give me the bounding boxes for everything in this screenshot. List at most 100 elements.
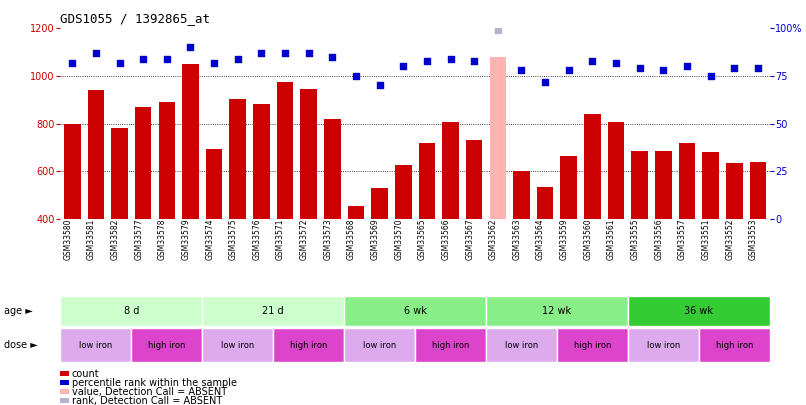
Bar (726, 163, 742, 219)
Bar (679, 143, 696, 219)
Text: 6 wk: 6 wk (404, 306, 426, 316)
Text: GSM33551: GSM33551 (702, 219, 711, 260)
Text: GSM33560: GSM33560 (584, 219, 592, 260)
Text: GSM33570: GSM33570 (394, 219, 403, 260)
Bar (750, 162, 767, 219)
Point (657, 67, 670, 73)
Point (137, 55, 150, 62)
Point (421, 58, 434, 64)
Bar (631, 151, 648, 219)
Text: GSM33566: GSM33566 (442, 219, 451, 260)
Text: GSM33581: GSM33581 (87, 219, 96, 260)
Bar (60, 328, 131, 362)
Point (728, 65, 741, 72)
Bar (135, 107, 152, 219)
Point (444, 55, 457, 62)
Point (563, 67, 575, 73)
Text: GSM33557: GSM33557 (678, 219, 687, 260)
Point (279, 50, 292, 56)
Text: GSM33573: GSM33573 (323, 219, 332, 260)
Point (538, 79, 551, 85)
Bar (699, 328, 770, 362)
Point (634, 65, 646, 72)
Point (586, 58, 599, 64)
Point (66, 60, 79, 66)
Text: GSM33556: GSM33556 (654, 219, 663, 260)
Text: percentile rank within the sample: percentile rank within the sample (72, 378, 237, 388)
Point (208, 60, 221, 66)
Bar (253, 104, 270, 219)
Bar (418, 143, 435, 219)
Bar (64, 124, 81, 219)
Text: GSM33579: GSM33579 (181, 219, 190, 260)
Bar (608, 122, 625, 219)
Text: dose ►: dose ► (4, 340, 38, 350)
Point (302, 50, 315, 56)
Bar (702, 152, 719, 219)
Bar (301, 89, 317, 219)
Point (467, 58, 480, 64)
Point (492, 27, 505, 34)
Text: GSM33553: GSM33553 (749, 219, 758, 260)
Text: GSM33569: GSM33569 (371, 219, 380, 260)
Text: 36 wk: 36 wk (684, 306, 713, 316)
Bar (395, 165, 412, 219)
Text: GSM33561: GSM33561 (607, 219, 616, 260)
Text: GSM33563: GSM33563 (513, 219, 521, 260)
Text: GSM33568: GSM33568 (347, 219, 356, 260)
Text: 12 wk: 12 wk (542, 306, 571, 316)
Point (515, 67, 528, 73)
Text: 8 d: 8 d (123, 306, 139, 316)
Text: GSM33571: GSM33571 (276, 219, 285, 260)
Text: GDS1055 / 1392865_at: GDS1055 / 1392865_at (60, 12, 210, 25)
Text: GSM33565: GSM33565 (418, 219, 427, 260)
Bar (486, 328, 557, 362)
Bar (655, 151, 671, 219)
Point (326, 53, 339, 60)
Bar (372, 188, 388, 219)
Text: value, Detection Call = ABSENT: value, Detection Call = ABSENT (72, 387, 226, 396)
Text: count: count (72, 369, 99, 379)
Text: rank, Detection Call = ABSENT: rank, Detection Call = ABSENT (72, 396, 222, 405)
Bar (628, 328, 699, 362)
Bar (537, 187, 554, 219)
Text: GSM33582: GSM33582 (110, 219, 119, 260)
Point (89, 50, 102, 56)
Text: high iron: high iron (716, 341, 753, 350)
Text: age ►: age ► (4, 306, 33, 316)
Bar (513, 171, 530, 219)
Point (160, 55, 173, 62)
Bar (206, 149, 222, 219)
Bar (628, 296, 770, 326)
Text: GSM33575: GSM33575 (229, 219, 238, 260)
Bar (276, 82, 293, 219)
Bar (560, 156, 577, 219)
Bar (442, 122, 459, 219)
Text: GSM33559: GSM33559 (560, 219, 569, 260)
Bar (415, 328, 486, 362)
Bar (202, 328, 273, 362)
Bar (202, 296, 344, 326)
Text: GSM33577: GSM33577 (135, 219, 143, 260)
Bar (344, 296, 486, 326)
Bar (557, 328, 628, 362)
Text: GSM33555: GSM33555 (631, 219, 640, 260)
Bar (131, 328, 202, 362)
Text: GSM33564: GSM33564 (536, 219, 545, 260)
Bar (347, 206, 364, 219)
Point (231, 55, 244, 62)
Point (680, 63, 693, 70)
Text: low iron: low iron (79, 341, 113, 350)
Point (255, 50, 268, 56)
Point (350, 73, 363, 79)
Text: 21 d: 21 d (263, 306, 284, 316)
Text: low iron: low iron (363, 341, 397, 350)
Text: GSM33576: GSM33576 (252, 219, 261, 260)
Text: high iron: high iron (148, 341, 185, 350)
Bar (486, 296, 628, 326)
Bar (60, 296, 202, 326)
Point (609, 60, 622, 66)
Point (397, 63, 409, 70)
Point (184, 44, 197, 51)
Point (704, 73, 717, 79)
